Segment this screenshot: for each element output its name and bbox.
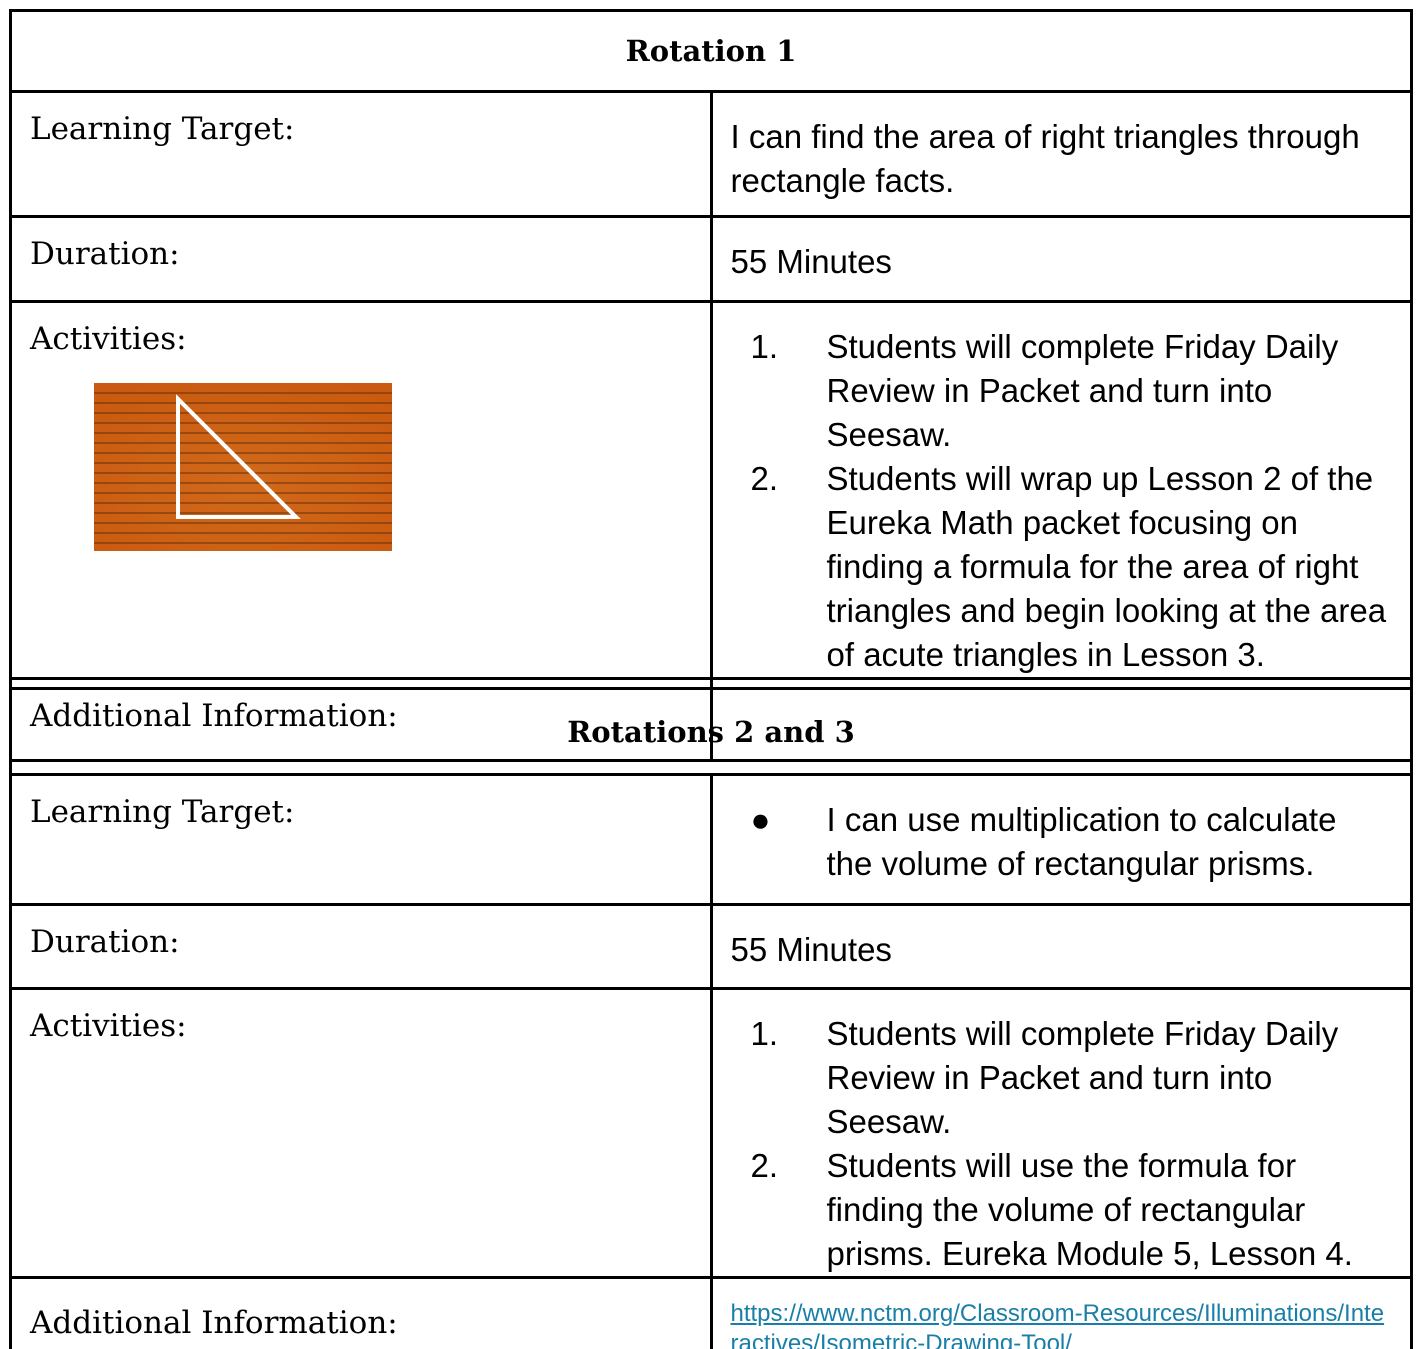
list-item: 1. Students will complete Friday Daily Re…: [731, 1012, 1391, 1144]
row-label: Activities:: [9, 300, 713, 680]
list-text: I can use multiplication to calculate th…: [826, 801, 1337, 882]
row-label: Learning Target:: [9, 90, 713, 218]
row-value: I can find the area of right triangles t…: [709, 90, 1413, 218]
table-title: Rotations 2 and 3: [9, 687, 1413, 776]
table-title: Rotation 1: [9, 9, 1413, 93]
label-text: Activities:: [30, 321, 187, 357]
list-marker: ●: [750, 801, 771, 838]
list-item: 2. Students will use the formula for find…: [731, 1144, 1391, 1276]
row-label: Duration:: [9, 215, 713, 303]
row-value: 55 Minutes: [709, 903, 1413, 990]
list-text: Students will use the formula for findin…: [826, 1147, 1353, 1272]
list-item: ● I can use multiplication to calculate t…: [731, 798, 1391, 886]
list: 1. Students will complete Friday Daily Re…: [731, 1012, 1391, 1276]
table: Rotation 1 Learning Target: I can find th…: [9, 9, 1413, 762]
list-item: 1. Students will complete Friday Daily Re…: [731, 325, 1391, 457]
row-value: ● I can use multiplication to calculate t…: [709, 773, 1413, 906]
row-label: Additional Information:: [9, 1276, 713, 1349]
row-value: 1. Students will complete Friday Daily Re…: [709, 300, 1413, 680]
triangle-image: [94, 383, 392, 551]
list-marker: 1.: [750, 328, 779, 365]
list-item: 2. Students will wrap up Lesson 2 of the …: [731, 457, 1391, 677]
link[interactable]: https://www.nctm.org/Classroom-Resources…: [709, 1276, 1413, 1349]
list-marker: 2.: [750, 460, 779, 497]
row-label: Duration:: [9, 903, 713, 990]
list-marker: 1.: [750, 1015, 779, 1052]
row-label: Learning Target:: [9, 773, 713, 906]
list-text: Students will complete Friday Daily Revi…: [826, 328, 1339, 453]
list-marker: 2.: [750, 1147, 779, 1184]
list: 1. Students will complete Friday Daily Re…: [731, 325, 1391, 677]
table: Rotations 2 and 3 Learning Target: ● I can…: [9, 687, 1413, 1349]
row-label: Activities:: [9, 987, 713, 1279]
list-text: Students will complete Friday Daily Revi…: [826, 1015, 1339, 1140]
list: ● I can use multiplication to calculate t…: [731, 798, 1391, 886]
row-value: 55 Minutes: [709, 215, 1413, 303]
list-text: Students will wrap up Lesson 2 of the Eu…: [826, 460, 1387, 673]
row-value: 1. Students will complete Friday Daily Re…: [709, 987, 1413, 1279]
